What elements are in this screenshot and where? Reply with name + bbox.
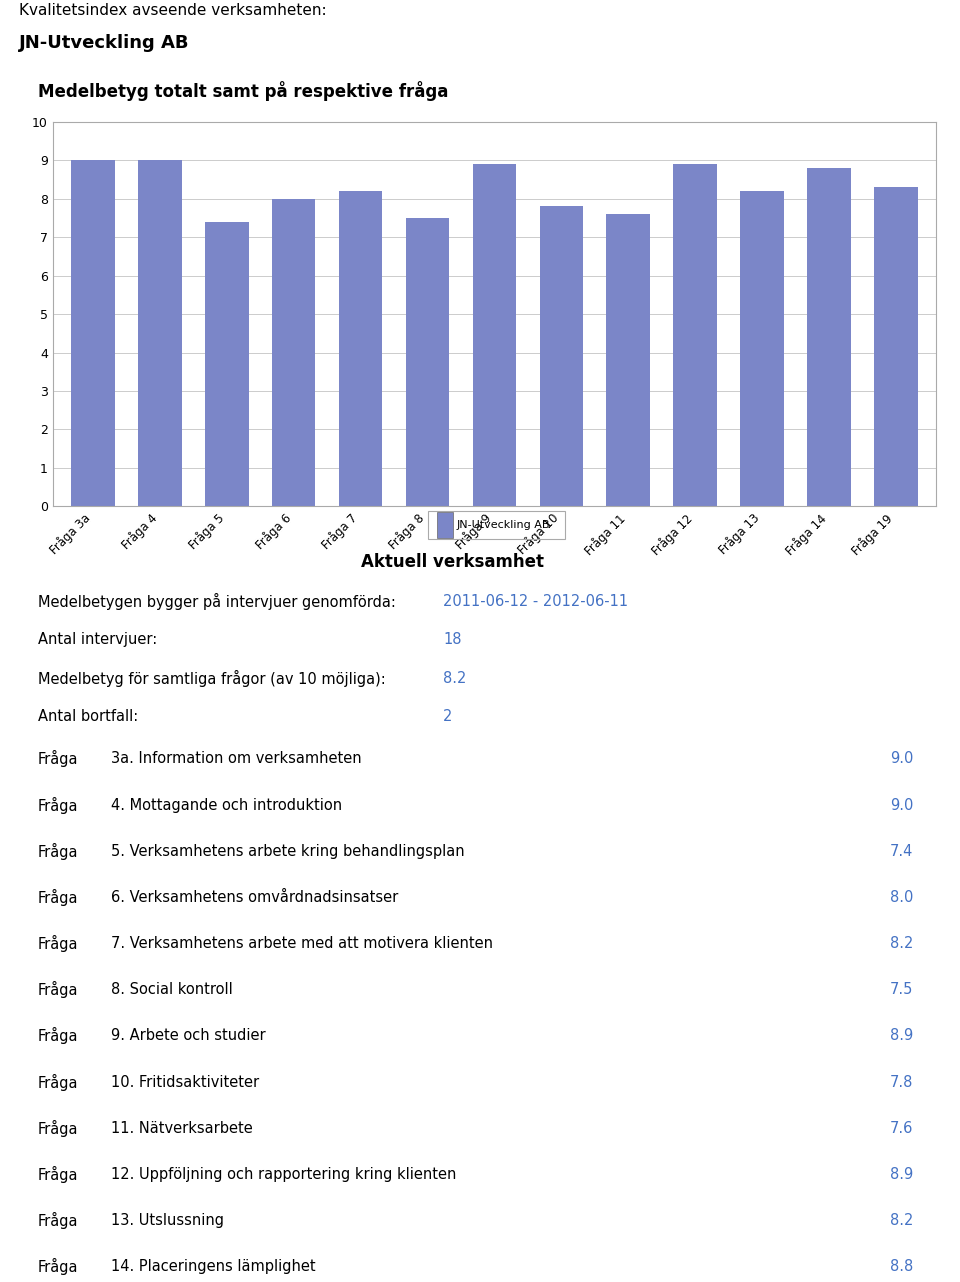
Text: 8.9: 8.9 bbox=[890, 1167, 913, 1182]
Text: Medelbetygen bygger på intervjuer genomförda:: Medelbetygen bygger på intervjuer genomf… bbox=[37, 592, 396, 610]
Text: JN-Utveckling AB: JN-Utveckling AB bbox=[456, 520, 550, 529]
Text: 9.0: 9.0 bbox=[890, 797, 913, 813]
Bar bbox=[807, 168, 851, 506]
Bar bbox=[607, 214, 650, 506]
Text: Fråga: Fråga bbox=[37, 981, 78, 999]
Text: Fråga: Fråga bbox=[37, 888, 78, 906]
Bar bbox=[875, 187, 918, 506]
Bar bbox=[673, 164, 717, 506]
Text: Antal intervjuer:: Antal intervjuer: bbox=[37, 632, 156, 647]
Text: Medelbetyg för samtliga frågor (av 10 möjliga):: Medelbetyg för samtliga frågor (av 10 mö… bbox=[37, 669, 385, 687]
Text: 8.2: 8.2 bbox=[890, 1213, 913, 1228]
Text: 8.8: 8.8 bbox=[890, 1259, 913, 1274]
Text: Fråga: Fråga bbox=[37, 1165, 78, 1183]
Bar bbox=[339, 191, 382, 506]
Bar bbox=[540, 206, 583, 506]
Text: 14. Placeringens lämplighet: 14. Placeringens lämplighet bbox=[111, 1259, 316, 1274]
Text: 2011-06-12 - 2012-06-11: 2011-06-12 - 2012-06-11 bbox=[444, 594, 628, 609]
Text: 4. Mottagande och introduktion: 4. Mottagande och introduktion bbox=[111, 797, 343, 813]
Text: 8.2: 8.2 bbox=[890, 936, 913, 951]
Text: 2: 2 bbox=[444, 709, 452, 724]
Text: 3a. Information om verksamheten: 3a. Information om verksamheten bbox=[111, 751, 362, 767]
Text: Fråga: Fråga bbox=[37, 1073, 78, 1091]
Text: Fråga: Fråga bbox=[37, 1119, 78, 1137]
Bar bbox=[71, 160, 114, 506]
Text: Fråga: Fråga bbox=[37, 750, 78, 768]
Text: 7.5: 7.5 bbox=[890, 982, 913, 997]
Text: 8.2: 8.2 bbox=[444, 670, 467, 686]
Text: 11. Nätverksarbete: 11. Nätverksarbete bbox=[111, 1120, 253, 1136]
Text: 13. Utslussning: 13. Utslussning bbox=[111, 1213, 225, 1228]
Text: Fråga: Fråga bbox=[37, 1258, 78, 1276]
Text: 7.6: 7.6 bbox=[890, 1120, 913, 1136]
Text: Antal bortfall:: Antal bortfall: bbox=[37, 709, 138, 724]
Text: 12. Uppföljning och rapportering kring klienten: 12. Uppföljning och rapportering kring k… bbox=[111, 1167, 457, 1182]
Text: 10. Fritidsaktiviteter: 10. Fritidsaktiviteter bbox=[111, 1074, 259, 1090]
Bar bbox=[205, 222, 249, 506]
Text: 7.8: 7.8 bbox=[890, 1074, 913, 1090]
Text: 8. Social kontroll: 8. Social kontroll bbox=[111, 982, 233, 997]
Text: 8.0: 8.0 bbox=[890, 890, 913, 905]
Bar bbox=[272, 199, 316, 506]
FancyBboxPatch shape bbox=[437, 513, 453, 538]
Bar bbox=[740, 191, 783, 506]
Text: 9. Arbete och studier: 9. Arbete och studier bbox=[111, 1028, 266, 1044]
Text: 7. Verksamhetens arbete med att motivera klienten: 7. Verksamhetens arbete med att motivera… bbox=[111, 936, 493, 951]
Text: Fråga: Fråga bbox=[37, 842, 78, 860]
Text: 6. Verksamhetens omvårdnadsinsatser: 6. Verksamhetens omvårdnadsinsatser bbox=[111, 890, 398, 905]
Text: Aktuell verksamhet: Aktuell verksamhet bbox=[361, 553, 544, 570]
Text: Medelbetyg totalt samt på respektive fråga: Medelbetyg totalt samt på respektive frå… bbox=[38, 81, 448, 101]
Text: Kvalitetsindex avseende verksamheten:: Kvalitetsindex avseende verksamheten: bbox=[19, 3, 326, 18]
Text: 8.9: 8.9 bbox=[890, 1028, 913, 1044]
Text: JN-Utveckling AB: JN-Utveckling AB bbox=[19, 33, 190, 51]
Text: 5. Verksamhetens arbete kring behandlingsplan: 5. Verksamhetens arbete kring behandling… bbox=[111, 844, 465, 859]
Text: Fråga: Fråga bbox=[37, 1027, 78, 1045]
Text: 7.4: 7.4 bbox=[890, 844, 913, 859]
Text: Fråga: Fråga bbox=[37, 1211, 78, 1229]
Bar bbox=[406, 218, 449, 506]
Text: Fråga: Fråga bbox=[37, 935, 78, 953]
Text: 18: 18 bbox=[444, 632, 462, 647]
Bar bbox=[472, 164, 516, 506]
Bar bbox=[138, 160, 181, 506]
Text: Fråga: Fråga bbox=[37, 796, 78, 814]
Text: 9.0: 9.0 bbox=[890, 751, 913, 767]
